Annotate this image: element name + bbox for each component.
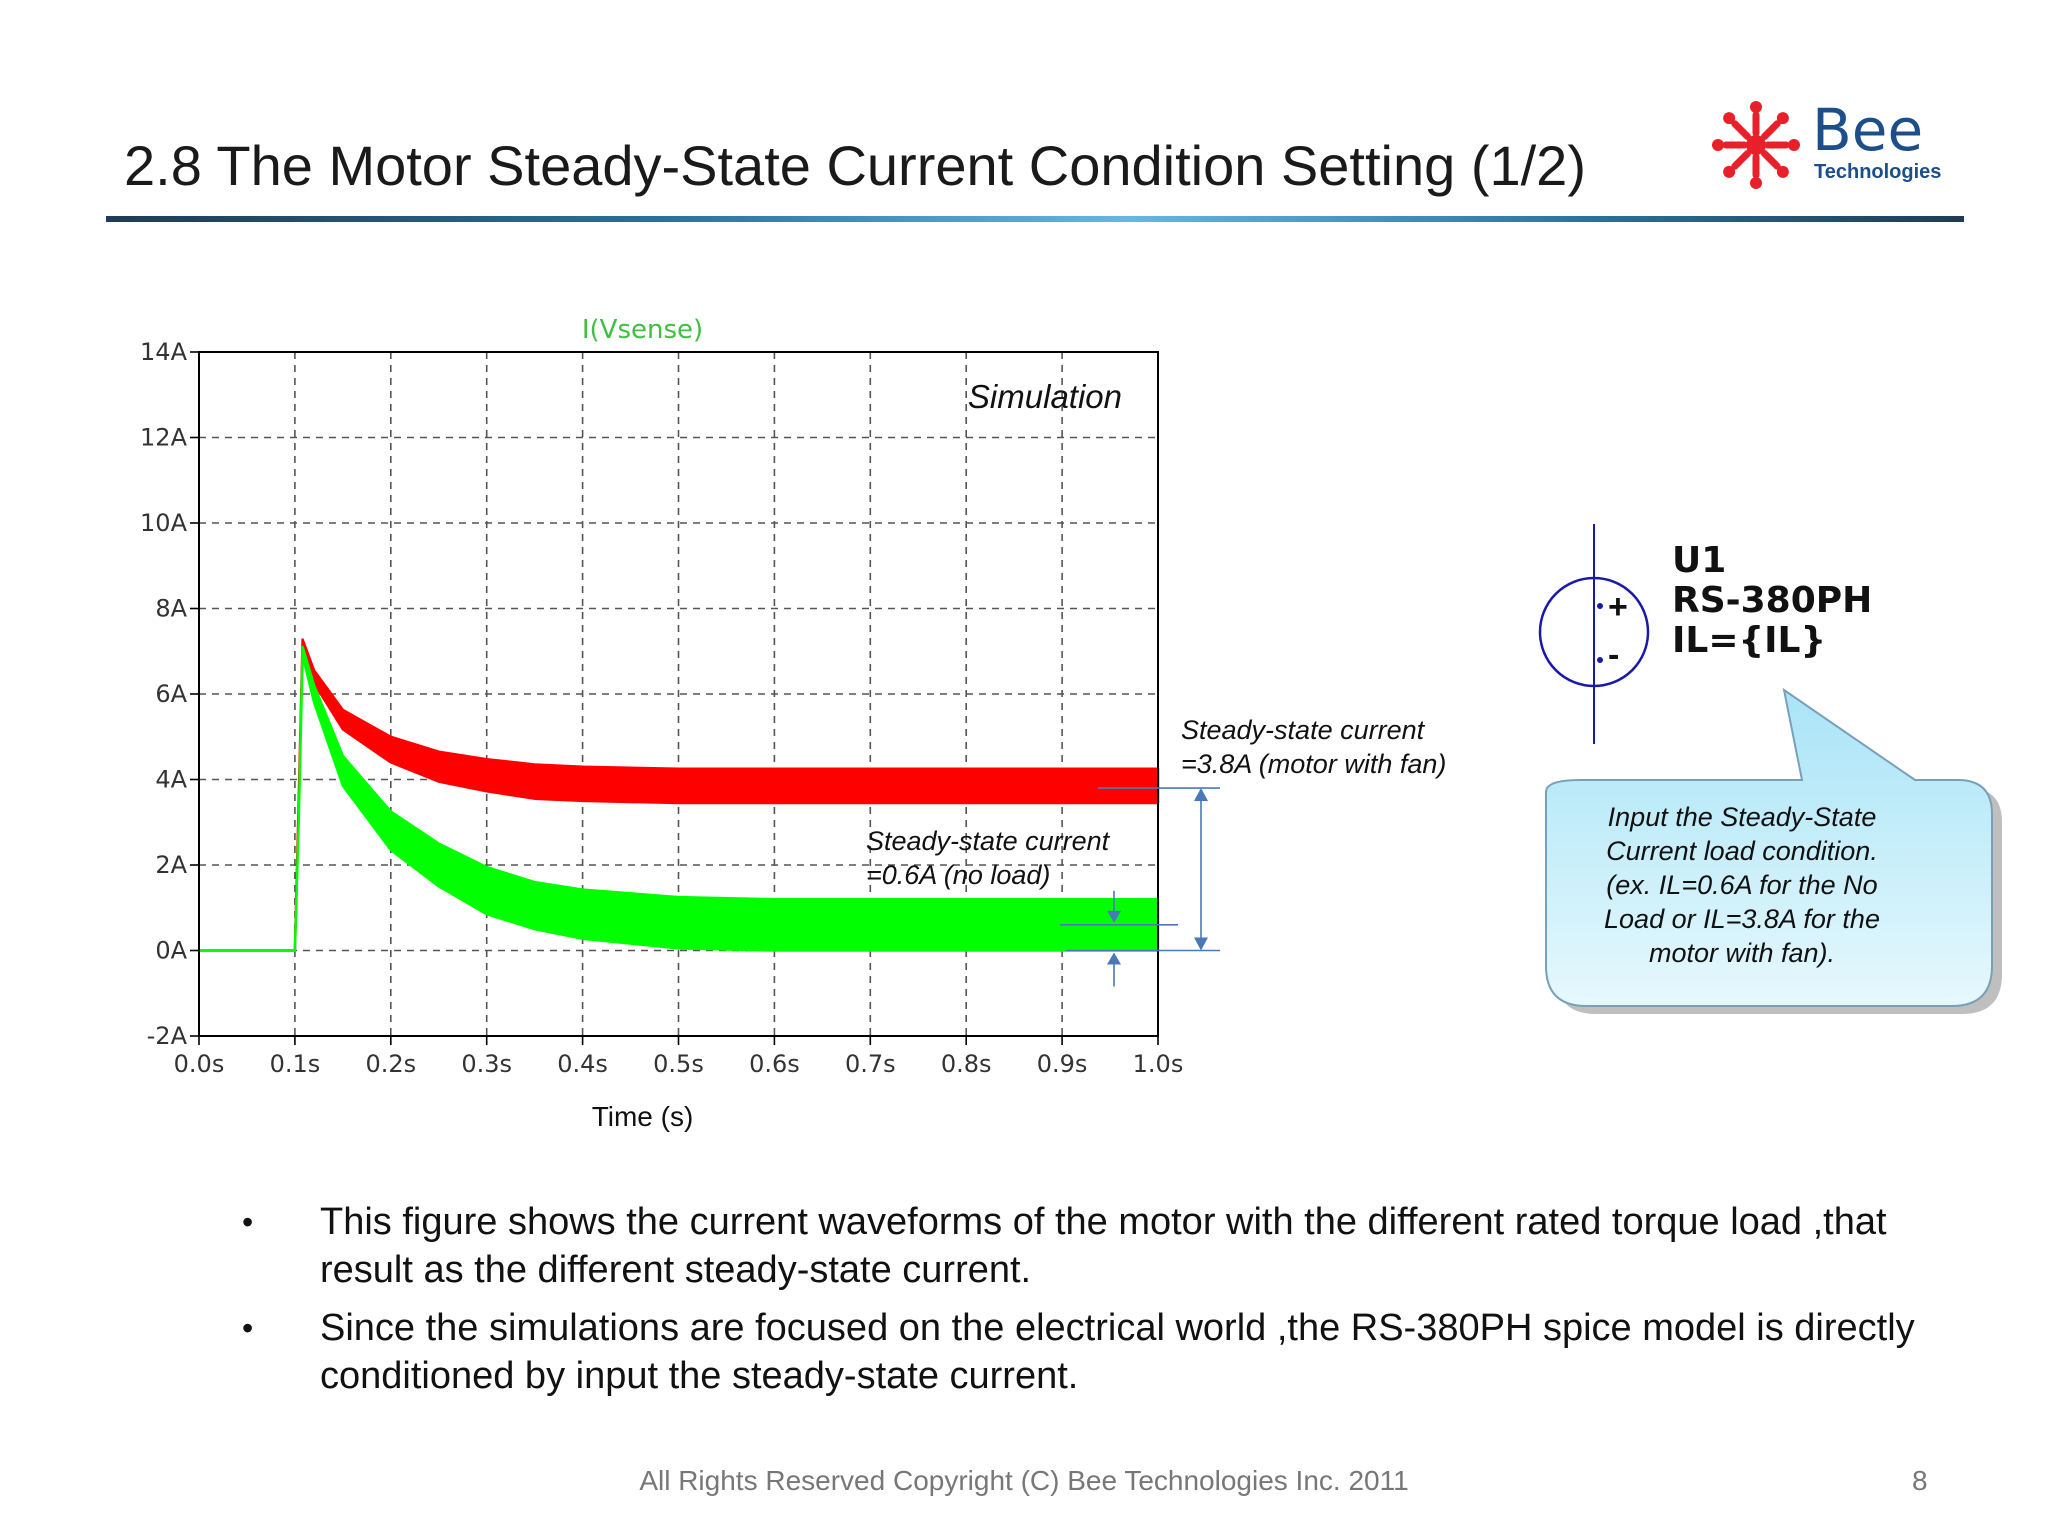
annotation-layer: Steady-state current =3.8A (motor with fa… xyxy=(866,715,1446,987)
callout-bubble: Input the Steady-State Current load condi… xyxy=(1545,687,2002,1014)
callout-line: Load or IL=3.8A for the xyxy=(1604,904,1880,934)
series-layer xyxy=(197,638,1160,952)
arrow-head-icon xyxy=(1194,788,1208,802)
schematic-param: IL={IL} xyxy=(1672,620,1826,661)
motor-schematic: + - U1 RS-380PH IL={IL} xyxy=(1538,524,1872,744)
minus-terminal: - xyxy=(1608,636,1619,674)
x-tick-label: 0.4s xyxy=(557,1050,608,1078)
y-tick-label: 10A xyxy=(140,509,188,537)
x-tick-label: 0.3s xyxy=(461,1050,512,1078)
callout-line: Input the Steady-State xyxy=(1608,802,1877,832)
simulation-label: Simulation xyxy=(968,378,1122,415)
logo-brand-text: Bee xyxy=(1812,98,1923,164)
x-tick-label: 1.0s xyxy=(1133,1050,1184,1078)
chart-title: I(Vsense) xyxy=(582,315,703,345)
y-tick-label: 8A xyxy=(155,595,187,623)
pin-dot xyxy=(1597,657,1603,663)
bee-technologies-logo: Bee Technologies xyxy=(1712,98,1941,189)
axes: 0.0s 0.1s 0.2s 0.3s 0.4s 0.5s 0.6s 0.7s 0.8s 0.9s… xyxy=(140,338,1183,1078)
arrow-head-icon xyxy=(1194,937,1208,951)
logo-mark-icon xyxy=(1712,101,1800,189)
x-tick-label: 0.7s xyxy=(845,1050,896,1078)
x-tick-label: 0.9s xyxy=(1037,1050,1088,1078)
y-tick-label: 4A xyxy=(155,766,187,794)
slide-title: 2.8 The Motor Steady-State Current Condi… xyxy=(124,134,1586,197)
callout-text: Input the Steady-State Current load condi… xyxy=(1604,802,1880,968)
logo-sub-text: Technologies xyxy=(1814,161,1941,183)
y-tick-label: 14A xyxy=(140,338,188,366)
callout-line: (ex. IL=0.6A for the No xyxy=(1606,870,1877,900)
annotation-fan-line: =3.8A (motor with fan) xyxy=(1181,749,1446,779)
bullet-item: This figure shows the current waveforms … xyxy=(236,1198,1916,1294)
x-tick-label: 0.2s xyxy=(365,1050,416,1078)
bullet-list: This figure shows the current waveforms … xyxy=(236,1198,1916,1410)
plus-terminal: + xyxy=(1608,588,1628,626)
callout-line: Current load condition. xyxy=(1606,836,1878,866)
pin-dot xyxy=(1597,603,1603,609)
motor-symbol-icon xyxy=(1538,576,1650,688)
annotation-noload-line: Steady-state current xyxy=(866,826,1111,856)
arrow-head-icon xyxy=(1107,952,1121,965)
y-tick-label: 0A xyxy=(155,937,187,965)
x-tick-label: 0.1s xyxy=(270,1050,321,1078)
x-tick-label: 0.5s xyxy=(653,1050,704,1078)
x-tick-label: 0.0s xyxy=(174,1050,225,1078)
y-tick-label: 6A xyxy=(155,680,187,708)
y-tick-label: 2A xyxy=(155,851,187,879)
x-axis-label: Time (s) xyxy=(592,1101,694,1132)
annotation-noload-line: =0.6A (no load) xyxy=(866,860,1050,890)
annotation-fan-line: Steady-state current xyxy=(1181,715,1426,745)
schematic-model: RS-380PH xyxy=(1672,580,1872,621)
x-tick-label: 0.6s xyxy=(749,1050,800,1078)
y-tick-label: 12A xyxy=(140,424,188,452)
y-tick-label: -2A xyxy=(147,1022,188,1050)
bullet-item: Since the simulations are focused on the… xyxy=(236,1304,1916,1400)
callout-line: motor with fan). xyxy=(1649,938,1835,968)
arrow-head-icon xyxy=(1107,910,1121,923)
title-divider xyxy=(106,216,1964,222)
x-tick-label: 0.8s xyxy=(941,1050,992,1078)
page-number: 8 xyxy=(1912,1465,1928,1496)
footer-copyright: All Rights Reserved Copyright (C) Bee Te… xyxy=(639,1465,1409,1496)
schematic-ref: U1 xyxy=(1672,540,1726,581)
